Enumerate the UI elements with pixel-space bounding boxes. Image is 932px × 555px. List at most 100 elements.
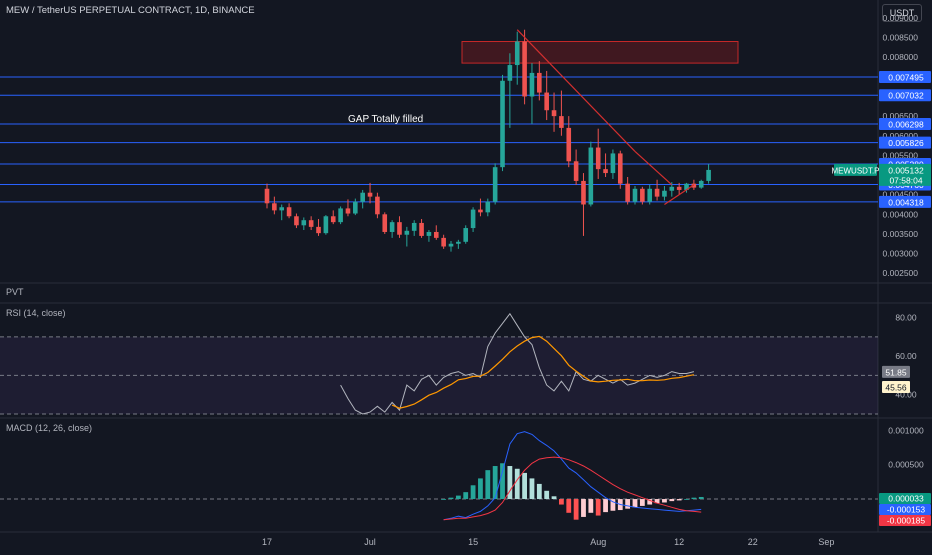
candle-body bbox=[375, 197, 380, 215]
candle-body bbox=[294, 216, 299, 225]
candle-body bbox=[640, 189, 645, 202]
candle-body bbox=[412, 223, 417, 231]
candle-body bbox=[368, 193, 373, 197]
price-tick-label: 0.003500 bbox=[883, 229, 919, 239]
candle-body bbox=[633, 189, 638, 202]
candle-body bbox=[316, 227, 321, 233]
macd-pane-label[interactable]: MACD (12, 26, close) bbox=[6, 423, 92, 433]
currency-selector-button[interactable]: USDT bbox=[882, 4, 922, 22]
price-tick-label: 0.003000 bbox=[883, 249, 919, 259]
macd-value-label: -0.000185 bbox=[887, 516, 926, 526]
level-price-label: 0.004318 bbox=[888, 197, 924, 207]
candle-body bbox=[611, 153, 616, 173]
candle-body bbox=[427, 232, 432, 236]
rsi-band-fill bbox=[0, 337, 878, 414]
macd-histogram-bar bbox=[603, 499, 608, 512]
rsi-ma-value-label: 45.56 bbox=[885, 382, 907, 392]
candle-body bbox=[309, 220, 314, 227]
candle-body bbox=[670, 187, 675, 191]
rsi-tick-label: 80.00 bbox=[895, 313, 917, 323]
macd-histogram-bar bbox=[515, 469, 520, 499]
macd-histogram-bar bbox=[669, 499, 674, 501]
candle-body bbox=[655, 189, 660, 197]
candle-body bbox=[566, 128, 571, 161]
macd-value-label: -0.000153 bbox=[887, 505, 926, 515]
level-price-label: 0.007495 bbox=[888, 73, 924, 83]
macd-histogram-bar bbox=[596, 499, 601, 516]
pvt-pane-label[interactable]: PVT bbox=[6, 287, 24, 297]
candle-body bbox=[338, 208, 343, 222]
rsi-tick-label: 60.00 bbox=[895, 351, 917, 361]
gap-annotation-text: GAP Totally filled bbox=[348, 114, 423, 125]
chart-title: MEW / TetherUS PERPETUAL CONTRACT, 1D, B… bbox=[6, 5, 255, 16]
time-tick-label: Aug bbox=[590, 537, 606, 547]
candle-body bbox=[382, 214, 387, 232]
candle-body bbox=[500, 81, 505, 167]
candle-body bbox=[287, 207, 292, 216]
macd-histogram-bar bbox=[588, 499, 593, 513]
candle-body bbox=[486, 202, 491, 213]
macd-histogram-bar bbox=[640, 499, 645, 506]
macd-histogram-bar bbox=[625, 499, 630, 509]
candle-body bbox=[515, 41, 520, 65]
candle-body bbox=[574, 161, 579, 181]
candle-body bbox=[331, 216, 336, 222]
macd-histogram-bar bbox=[559, 499, 564, 505]
candle-body bbox=[279, 207, 284, 210]
candle-body bbox=[544, 93, 549, 111]
macd-histogram-bar bbox=[677, 499, 682, 500]
downtrend-line bbox=[635, 151, 672, 184]
last-price-label: 0.005132 bbox=[888, 165, 924, 175]
candle-body bbox=[603, 169, 608, 173]
candle-body bbox=[265, 189, 270, 204]
macd-histogram-bar bbox=[662, 499, 667, 502]
candle-body bbox=[699, 181, 704, 188]
macd-histogram-bar bbox=[463, 492, 468, 499]
time-tick-label: Jul bbox=[364, 537, 376, 547]
macd-value-label: 0.000033 bbox=[888, 494, 924, 504]
candle-body bbox=[456, 242, 461, 244]
candle-body bbox=[706, 170, 711, 181]
macd-histogram-bar bbox=[478, 478, 483, 499]
symbol-tag-label: MEWUSDT.P bbox=[832, 166, 880, 175]
macd-histogram-bar bbox=[566, 499, 571, 513]
macd-histogram-bar bbox=[530, 478, 535, 499]
time-tick-label: 17 bbox=[262, 537, 272, 547]
candle-body bbox=[508, 65, 513, 81]
level-price-label: 0.007032 bbox=[888, 91, 924, 101]
candle-body bbox=[302, 220, 307, 225]
candle-body bbox=[618, 153, 623, 183]
macd-histogram-bar bbox=[552, 496, 557, 499]
macd-histogram-bar bbox=[633, 499, 638, 507]
macd-histogram-bar bbox=[581, 499, 586, 517]
candle-body bbox=[463, 228, 468, 242]
price-tick-label: 0.002500 bbox=[883, 268, 919, 278]
candle-body bbox=[581, 181, 586, 205]
time-tick-label: Sep bbox=[818, 537, 834, 547]
candle-body bbox=[353, 202, 358, 214]
candle-body bbox=[471, 210, 476, 228]
candle-body bbox=[478, 210, 483, 213]
macd-histogram-bar bbox=[537, 484, 542, 499]
time-tick-label: 15 bbox=[468, 537, 478, 547]
candle-body bbox=[625, 184, 630, 202]
candle-body bbox=[662, 191, 667, 197]
rsi-value-label: 51.85 bbox=[885, 367, 907, 377]
time-tick-label: 12 bbox=[674, 537, 684, 547]
level-price-label: 0.005826 bbox=[888, 138, 924, 148]
supply-zone-box bbox=[462, 41, 738, 63]
macd-tick-label: 0.000500 bbox=[888, 460, 924, 470]
macd-histogram-bar bbox=[684, 499, 689, 500]
bar-countdown-label: 07:58:04 bbox=[889, 175, 922, 185]
candle-body bbox=[530, 73, 535, 97]
macd-histogram-bar bbox=[485, 470, 490, 499]
macd-line bbox=[444, 432, 702, 520]
price-tick-label: 0.008500 bbox=[883, 33, 919, 43]
rsi-pane-label[interactable]: RSI (14, close) bbox=[6, 308, 66, 318]
candle-body bbox=[419, 223, 424, 236]
candle-body bbox=[677, 187, 682, 190]
candle-body bbox=[647, 189, 652, 202]
macd-histogram-bar bbox=[699, 497, 704, 499]
